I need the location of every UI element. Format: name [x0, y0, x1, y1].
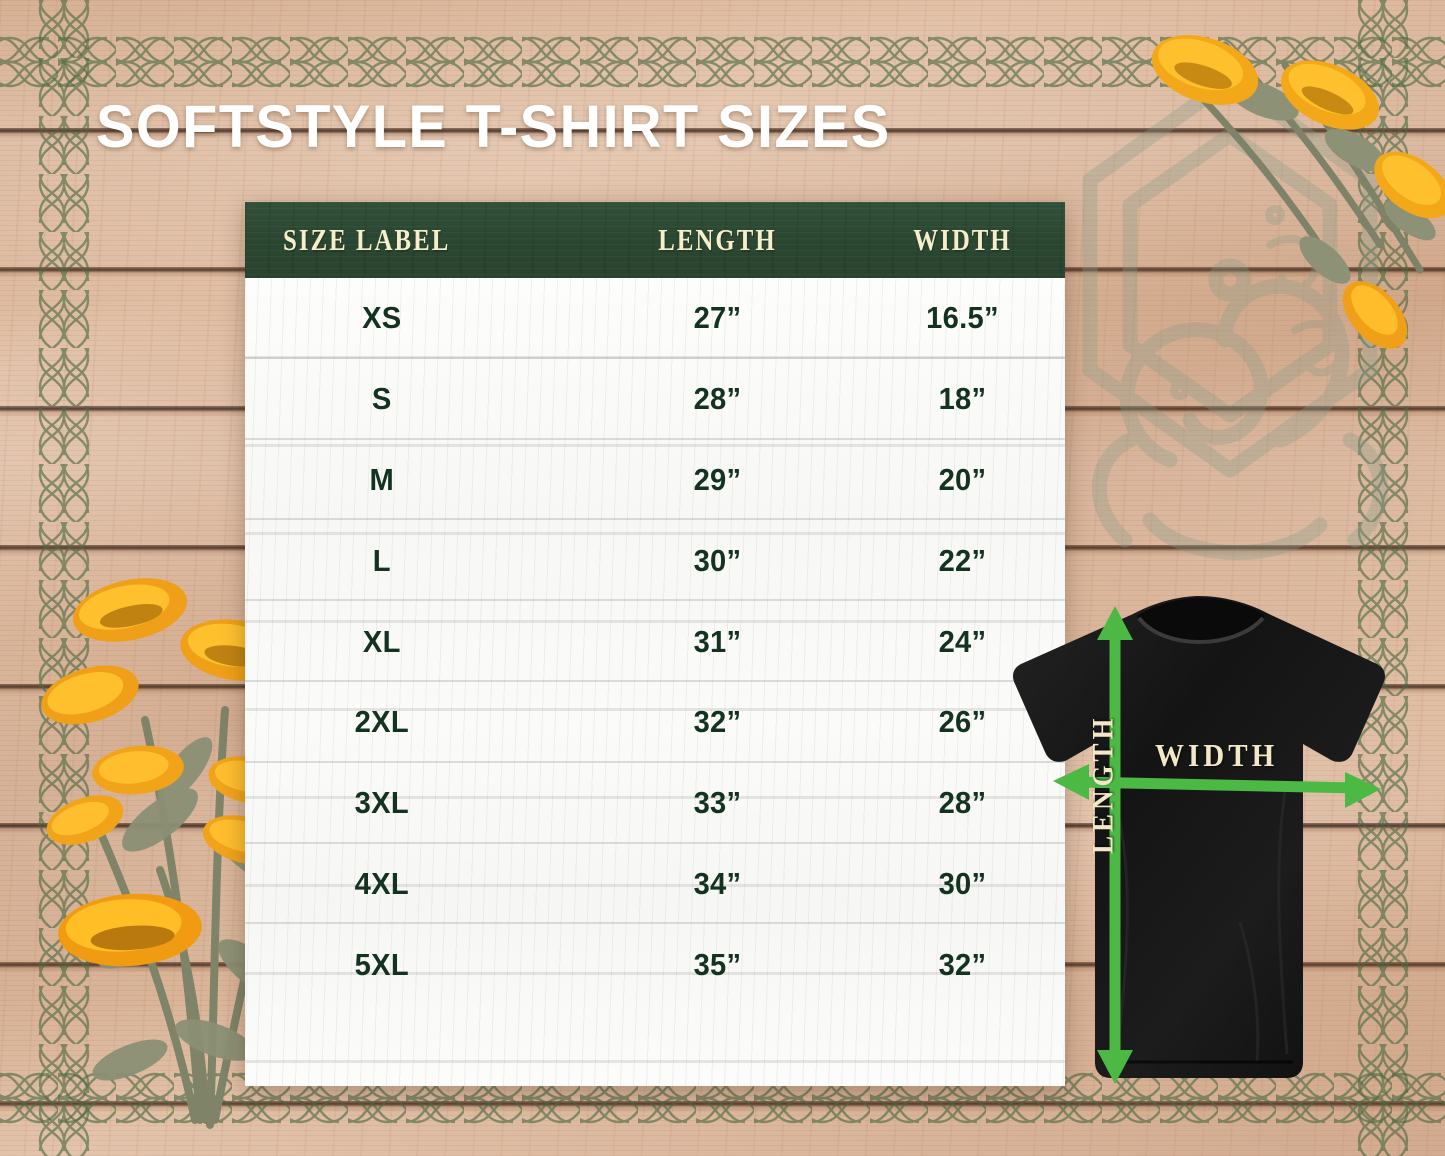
cell-length: 31” — [693, 623, 742, 659]
column-header-width: WIDTH — [913, 222, 1012, 257]
dried-flowers-right — [1151, 35, 1445, 349]
table-row: M 29” 20” — [245, 440, 1065, 521]
cell-size-label: XL — [362, 623, 401, 659]
table-row: XS 27” 16.5” — [245, 278, 1065, 359]
cell-length: 29” — [693, 461, 742, 497]
cell-length: 33” — [693, 785, 742, 821]
width-measure-label: WIDTH — [1155, 738, 1279, 774]
table-row: L 30” 22” — [245, 520, 1065, 601]
table-body: XS 27” 16.5” S 28” 18” M 29” 20” L 30” 2… — [245, 278, 1065, 1086]
cell-size-label: 3XL — [354, 785, 409, 821]
celtic-braid-top-icon — [0, 28, 1445, 98]
table-row: 3XL 33” 28” — [245, 763, 1065, 844]
column-header-length: LENGTH — [658, 222, 777, 257]
cell-size-label: M — [369, 461, 395, 497]
cell-size-label: 5XL — [354, 946, 409, 982]
column-header-size-label: SIZE LABEL — [283, 222, 451, 257]
cell-length: 35” — [693, 946, 742, 982]
cell-width: 20” — [938, 461, 987, 497]
cell-length: 28” — [693, 381, 742, 417]
table-row: 4XL 34” 30” — [245, 844, 1065, 925]
cell-width: 24” — [938, 623, 987, 659]
cell-width: 32” — [938, 946, 987, 982]
cell-size-label: XS — [362, 300, 402, 336]
cell-width: 18” — [938, 381, 987, 417]
cell-size-label: 2XL — [354, 704, 409, 740]
cell-size-label: S — [371, 381, 392, 417]
table-row: XL 31” 24” — [245, 601, 1065, 682]
cell-width: 30” — [938, 865, 987, 901]
size-chart-table: SIZE LABEL LENGTH WIDTH XS 27” 16.5” S 2… — [245, 202, 1065, 1086]
cell-length: 32” — [693, 704, 742, 740]
celtic-braid-right-icon — [1349, 0, 1419, 1156]
cell-width: 26” — [938, 704, 987, 740]
cell-width: 16.5” — [926, 300, 999, 336]
table-row: 2XL 32” 26” — [245, 682, 1065, 763]
cell-length: 27” — [693, 300, 742, 336]
cell-length: 34” — [693, 865, 742, 901]
cell-width: 22” — [938, 542, 987, 578]
cell-size-label: L — [372, 542, 391, 578]
celtic-knot-watermark-icon — [1082, 72, 1389, 561]
length-measure-label: LENGTH — [1086, 714, 1119, 854]
table-row: S 28” 18” — [245, 359, 1065, 440]
celtic-braid-left-icon — [30, 0, 100, 1156]
cell-width: 28” — [938, 785, 987, 821]
cell-length: 30” — [693, 542, 742, 578]
page-title: SOFTSTYLE T-SHIRT SIZES — [96, 93, 891, 160]
cell-size-label: 4XL — [354, 865, 409, 901]
table-row: 5XL 35” 32” — [245, 924, 1065, 1005]
table-header-row: SIZE LABEL LENGTH WIDTH — [245, 202, 1065, 278]
